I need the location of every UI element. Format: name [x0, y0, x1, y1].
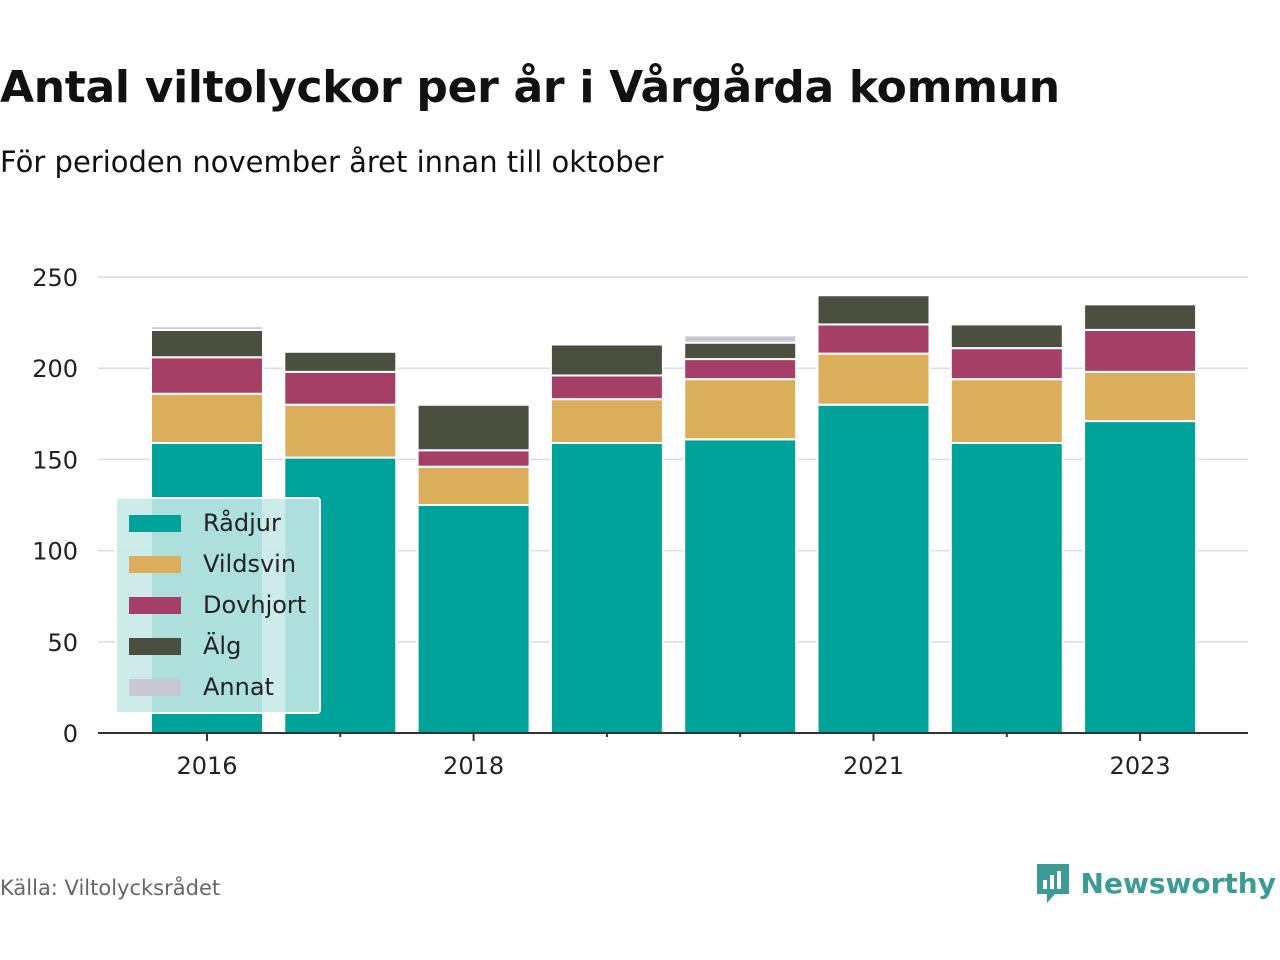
bar-segment: [816, 403, 931, 734]
bar-segment: [683, 334, 798, 344]
y-tick-label: 250: [32, 264, 78, 292]
bar-segment: [1083, 328, 1198, 373]
chart-subtitle: För perioden november året innan till ok…: [0, 145, 664, 179]
bar-segment: [549, 398, 664, 444]
legend-label: Annat: [203, 673, 274, 701]
bar-segment: [949, 441, 1064, 734]
bar-segment: [549, 441, 664, 734]
bar-segment: [683, 438, 798, 734]
bar-segment: [683, 358, 798, 381]
legend-label: Älg: [203, 632, 242, 660]
legend-label: Rådjur: [203, 509, 281, 537]
bar-segment: [816, 294, 931, 326]
bar-segment: [549, 343, 664, 377]
bar-segment: [150, 325, 264, 331]
bar-segment: [1083, 303, 1198, 331]
bar-segment: [150, 328, 264, 359]
bar-segment: [816, 323, 931, 355]
bar-segment: [949, 378, 1064, 444]
bar-segment: [416, 504, 531, 734]
legend-label: Dovhjort: [203, 591, 307, 619]
y-tick-label: 150: [32, 446, 78, 474]
legend-swatch: [129, 596, 181, 614]
legend-item: Rådjur: [129, 509, 281, 537]
bar-segment: [683, 378, 798, 441]
legend-swatch: [129, 678, 181, 696]
legend-swatch: [129, 555, 181, 573]
brand[interactable]: Newsworthy: [1035, 862, 1276, 904]
bar-segment: [949, 347, 1064, 381]
brand-name: Newsworthy: [1080, 866, 1276, 900]
x-tick-label: 2023: [1110, 752, 1171, 780]
bar-segment: [683, 341, 798, 361]
legend-swatch: [129, 514, 181, 532]
bar-segment: [150, 356, 264, 395]
x-tick-label: 2021: [843, 752, 904, 780]
bar-segment: [283, 350, 398, 373]
source-note: Källa: Viltolycksrådet: [0, 876, 221, 900]
newsworthy-logo-icon: [1036, 864, 1069, 903]
bar-segment: [416, 465, 531, 507]
y-tick-label: 200: [32, 355, 78, 383]
bar-segment: [949, 323, 1064, 350]
legend-item: Vildsvin: [129, 550, 296, 578]
chart-title: Antal viltolyckor per år i Vårgårda komm…: [0, 62, 1060, 113]
chart-legend: Rådjur Vildsvin Dovhjort Älg Annat: [115, 497, 321, 714]
axes: 0 50 100 150 200 250 2016 2018 2021 2023: [32, 264, 1248, 780]
legend-label: Vildsvin: [203, 550, 297, 578]
y-tick-label: 100: [32, 538, 78, 566]
bar-segment: [416, 401, 531, 406]
bar-segment: [416, 449, 531, 468]
bar-segment: [1083, 370, 1198, 423]
y-tick-label: 50: [47, 629, 78, 657]
bar-segment: [549, 374, 664, 401]
legend-item: Dovhjort: [129, 591, 306, 619]
bar-segment: [1083, 420, 1198, 734]
x-tick-label: 2016: [176, 752, 237, 780]
bar-segment: [816, 352, 931, 406]
bar-segment: [150, 392, 264, 444]
y-tick-label: 0: [63, 720, 78, 748]
legend-item: Älg: [129, 632, 241, 660]
bar-segment: [283, 403, 398, 459]
bar-segment: [416, 403, 531, 452]
x-tick-label: 2018: [443, 752, 504, 780]
legend-swatch: [129, 637, 181, 655]
legend-item: Annat: [129, 673, 274, 701]
bar-segment: [283, 370, 398, 406]
